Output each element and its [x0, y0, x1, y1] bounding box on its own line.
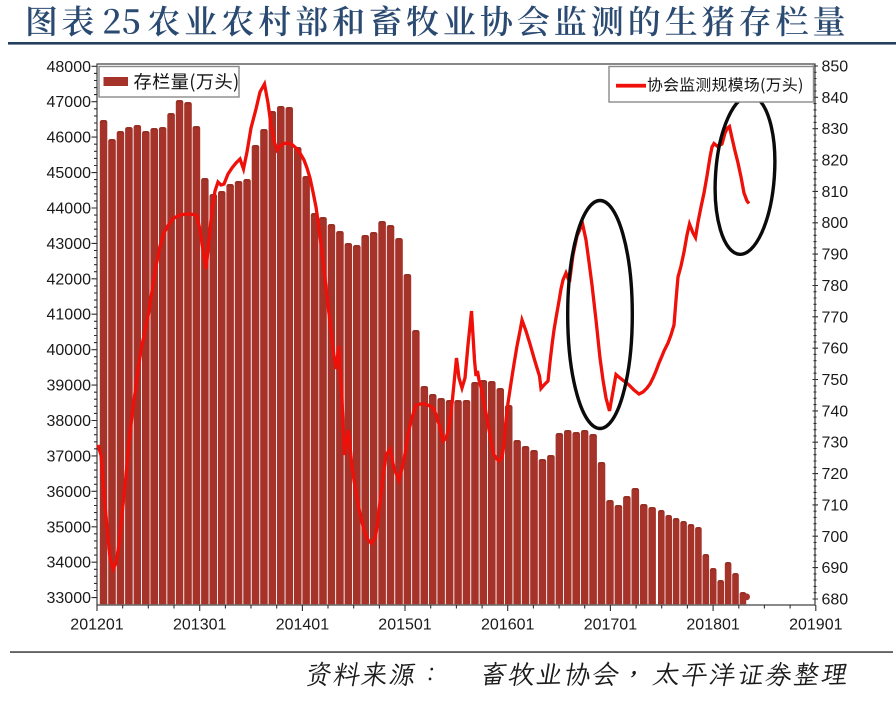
svg-text:46000: 46000: [47, 130, 92, 147]
svg-text:201601: 201601: [481, 617, 534, 634]
svg-text:42000: 42000: [47, 271, 92, 288]
svg-text:40000: 40000: [47, 342, 92, 359]
svg-text:680: 680: [822, 592, 849, 609]
svg-text:201801: 201801: [686, 617, 739, 634]
svg-text:201501: 201501: [378, 617, 431, 634]
svg-text:201701: 201701: [584, 617, 637, 634]
svg-text:790: 790: [822, 247, 849, 264]
svg-text:36000: 36000: [47, 484, 92, 501]
svg-text:201301: 201301: [173, 617, 226, 634]
svg-text:39000: 39000: [47, 378, 92, 395]
svg-text:48000: 48000: [47, 59, 92, 76]
svg-text:690: 690: [822, 560, 849, 577]
svg-text:800: 800: [822, 215, 849, 232]
svg-text:41000: 41000: [47, 307, 92, 324]
svg-text:750: 750: [822, 372, 849, 389]
svg-text:770: 770: [822, 309, 849, 326]
svg-text:760: 760: [822, 341, 849, 358]
svg-text:38000: 38000: [47, 413, 92, 430]
svg-text:33000: 33000: [47, 590, 92, 607]
svg-text:820: 820: [822, 153, 849, 170]
svg-text:780: 780: [822, 278, 849, 295]
svg-text:43000: 43000: [47, 236, 92, 253]
svg-text:840: 840: [822, 90, 849, 107]
svg-text:740: 740: [822, 403, 849, 420]
svg-text:37000: 37000: [47, 448, 92, 465]
svg-text:201201: 201201: [70, 617, 123, 634]
svg-text:45000: 45000: [47, 165, 92, 182]
svg-text:35000: 35000: [47, 519, 92, 536]
svg-text:700: 700: [822, 529, 849, 546]
svg-text:720: 720: [822, 466, 849, 483]
svg-text:730: 730: [822, 435, 849, 452]
svg-text:44000: 44000: [47, 201, 92, 218]
svg-text:47000: 47000: [47, 94, 92, 111]
svg-text:850: 850: [822, 59, 849, 76]
svg-text:201401: 201401: [276, 617, 329, 634]
svg-text:710: 710: [822, 497, 849, 514]
svg-text:34000: 34000: [47, 555, 92, 572]
svg-text:830: 830: [822, 121, 849, 138]
svg-text:810: 810: [822, 184, 849, 201]
svg-text:201901: 201901: [789, 617, 842, 634]
